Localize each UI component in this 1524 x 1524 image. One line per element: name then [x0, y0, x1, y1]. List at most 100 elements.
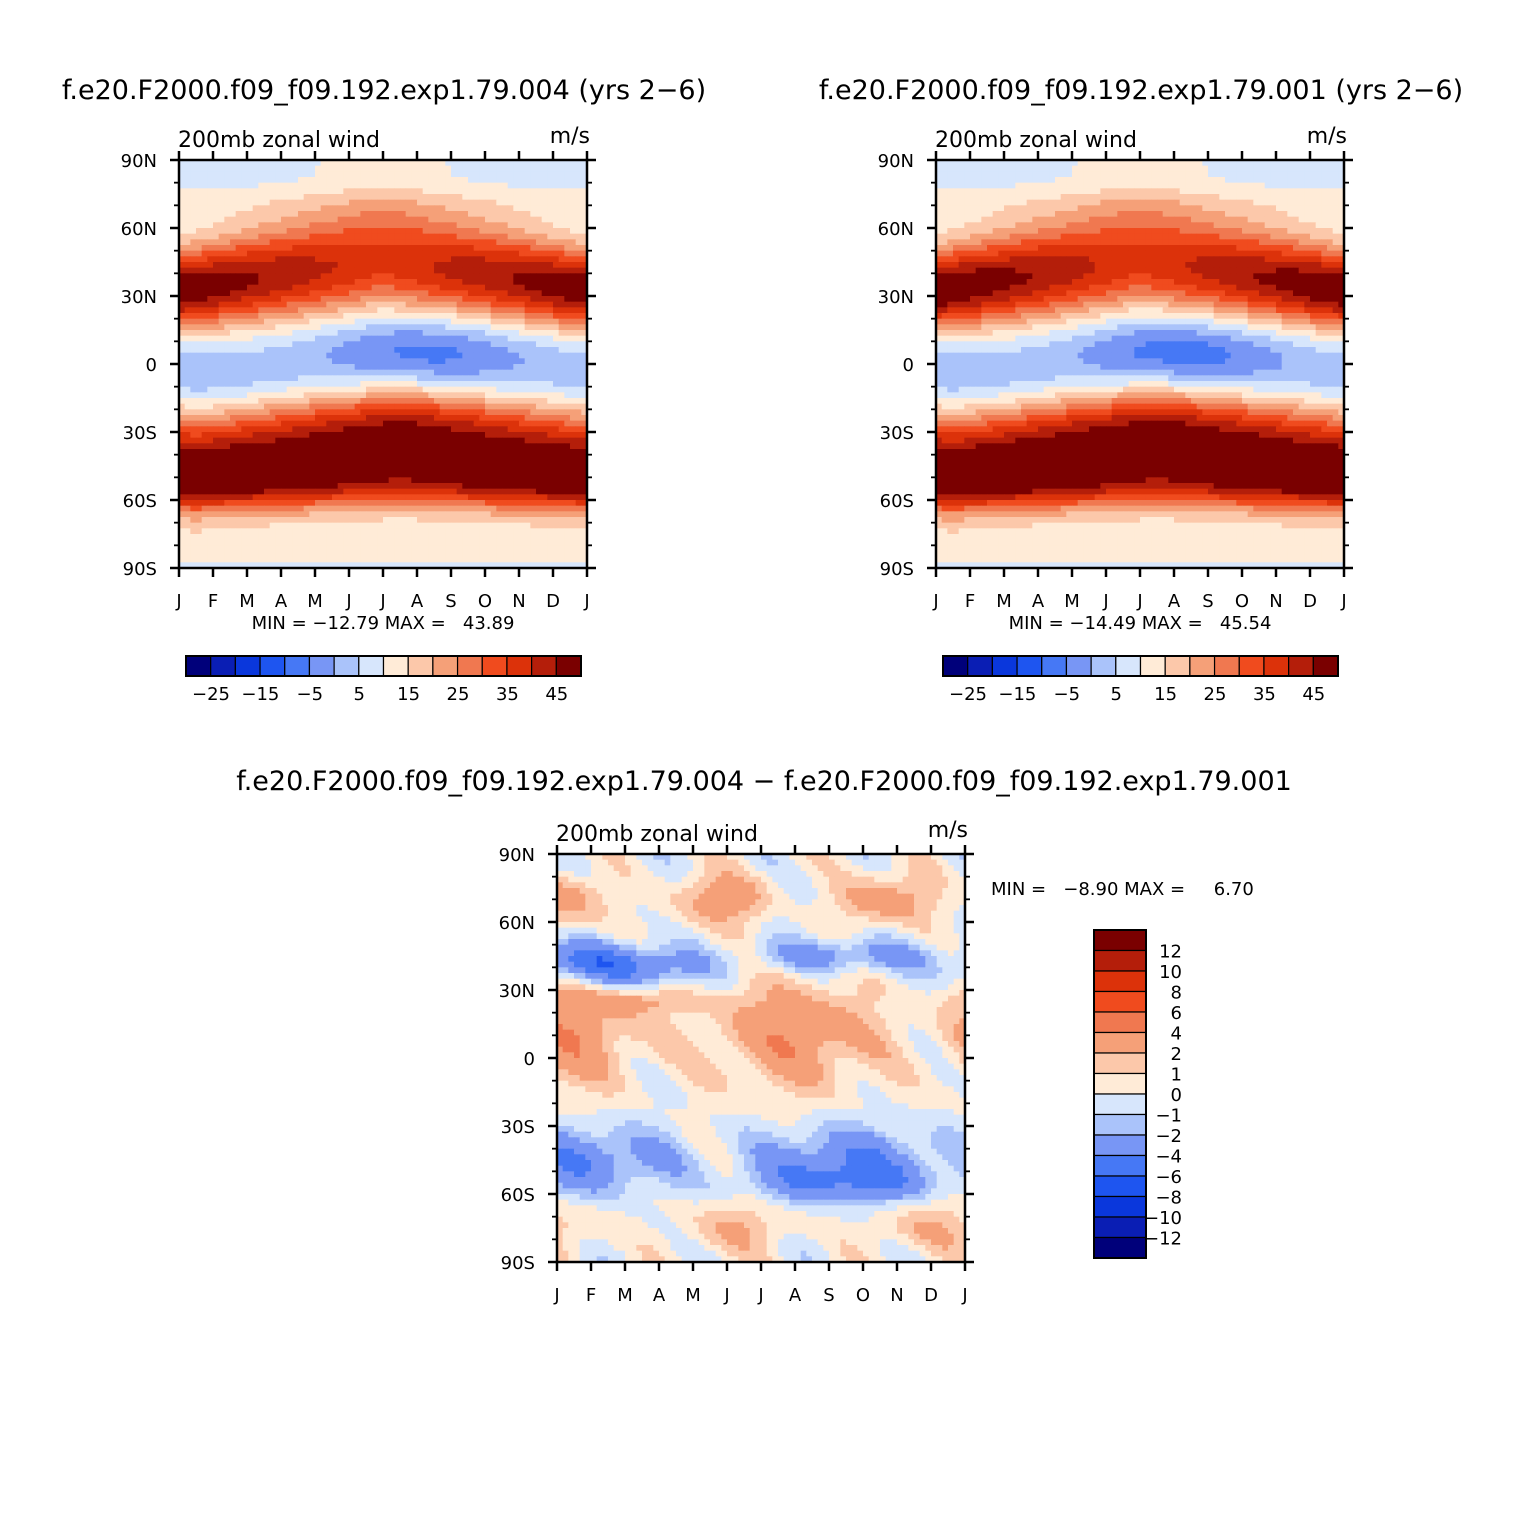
- heatmap-cell: [439, 313, 446, 320]
- heatmap-cell: [570, 279, 577, 286]
- heatmap-cell: [439, 279, 446, 286]
- heatmap-cell: [292, 386, 299, 393]
- heatmap-cell: [377, 347, 384, 354]
- heatmap-cell: [547, 171, 554, 178]
- heatmap-cell: [343, 352, 350, 359]
- heatmap-cell: [207, 403, 214, 410]
- heatmap-cell: [275, 386, 282, 393]
- heatmap-cell: [513, 392, 520, 399]
- heatmap-cell: [269, 228, 276, 235]
- heatmap-cell: [286, 233, 293, 240]
- heatmap-cell: [575, 352, 582, 359]
- heatmap-cell: [286, 165, 293, 172]
- heatmap-cell: [541, 381, 548, 388]
- heatmap-cell: [213, 466, 220, 473]
- heatmap-cell: [400, 188, 407, 195]
- heatmap-cell: [570, 256, 577, 263]
- heatmap-cell: [207, 188, 214, 195]
- heatmap-cell: [422, 296, 429, 303]
- heatmap-cell: [264, 386, 271, 393]
- heatmap-cell: [286, 494, 293, 501]
- heatmap-cell: [190, 460, 197, 467]
- heatmap-cell: [394, 222, 401, 229]
- heatmap-cell: [235, 171, 242, 178]
- heatmap-cell: [524, 245, 531, 252]
- heatmap-cell: [292, 250, 299, 257]
- heatmap-cell: [366, 233, 373, 240]
- heatmap-cell: [383, 199, 390, 206]
- heatmap-cell: [241, 471, 248, 478]
- heatmap-cell: [388, 324, 395, 331]
- heatmap-cell: [383, 381, 390, 388]
- heatmap-cell: [451, 324, 458, 331]
- heatmap-cell: [485, 279, 492, 286]
- heatmap-cell: [269, 494, 276, 501]
- heatmap-cell: [190, 177, 197, 184]
- heatmap-cell: [575, 494, 582, 501]
- heatmap-cell: [224, 160, 231, 167]
- heatmap-cell: [388, 420, 395, 427]
- heatmap-cell: [332, 250, 339, 257]
- heatmap-cell: [264, 511, 271, 518]
- heatmap-cell: [519, 182, 526, 189]
- heatmap-cell: [371, 488, 378, 495]
- heatmap-cell: [230, 165, 237, 172]
- heatmap-cell: [581, 483, 588, 490]
- heatmap-cell: [326, 301, 333, 308]
- heatmap-cell: [315, 551, 322, 558]
- heatmap-cell: [479, 466, 486, 473]
- heatmap-cell: [343, 443, 350, 450]
- heatmap-cell: [320, 313, 327, 320]
- heatmap-cell: [230, 494, 237, 501]
- heatmap-cell: [400, 250, 407, 257]
- heatmap-cell: [196, 188, 203, 195]
- heatmap-cell: [377, 522, 384, 529]
- heatmap-cell: [360, 488, 367, 495]
- heatmap-cell: [196, 426, 203, 433]
- heatmap-cell: [264, 420, 271, 427]
- heatmap-cell: [343, 415, 350, 422]
- heatmap-cell: [343, 398, 350, 405]
- heatmap-cell: [224, 381, 231, 388]
- heatmap-cell: [230, 182, 237, 189]
- heatmap-cell: [536, 403, 543, 410]
- heatmap-cell: [366, 358, 373, 365]
- heatmap-cell: [264, 522, 271, 529]
- heatmap-cell: [326, 392, 333, 399]
- heatmap-cell: [428, 454, 435, 461]
- heatmap-cell: [292, 267, 299, 274]
- heatmap-cell: [507, 375, 514, 382]
- heatmap-cell: [218, 449, 225, 456]
- heatmap-cell: [264, 211, 271, 218]
- heatmap-cell: [184, 494, 191, 501]
- heatmap-cell: [224, 267, 231, 274]
- heatmap-cell: [536, 369, 543, 376]
- heatmap-cell: [400, 466, 407, 473]
- heatmap-cell: [564, 352, 571, 359]
- heatmap-cell: [366, 211, 373, 218]
- heatmap-cell: [213, 420, 220, 427]
- heatmap-cell: [303, 188, 310, 195]
- heatmap-cell: [445, 437, 452, 444]
- heatmap-cell: [258, 409, 265, 416]
- heatmap-cell: [422, 381, 429, 388]
- heatmap-cell: [507, 409, 514, 416]
- heatmap-cell: [349, 528, 356, 535]
- heatmap-cell: [519, 534, 526, 541]
- heatmap-cell: [184, 313, 191, 320]
- heatmap-cell: [383, 539, 390, 546]
- heatmap-cell: [541, 290, 548, 297]
- heatmap-cell: [564, 199, 571, 206]
- heatmap-cell: [519, 511, 526, 518]
- heatmap-cell: [496, 369, 503, 376]
- heatmap-cell: [417, 267, 424, 274]
- heatmap-cell: [541, 534, 548, 541]
- heatmap-cell: [479, 449, 486, 456]
- heatmap-cell: [439, 160, 446, 167]
- heatmap-cell: [428, 228, 435, 235]
- heatmap-cell: [451, 160, 458, 167]
- heatmap-cell: [309, 381, 316, 388]
- heatmap-cell: [213, 460, 220, 467]
- heatmap-cell: [207, 273, 214, 280]
- heatmap-cell: [252, 205, 259, 212]
